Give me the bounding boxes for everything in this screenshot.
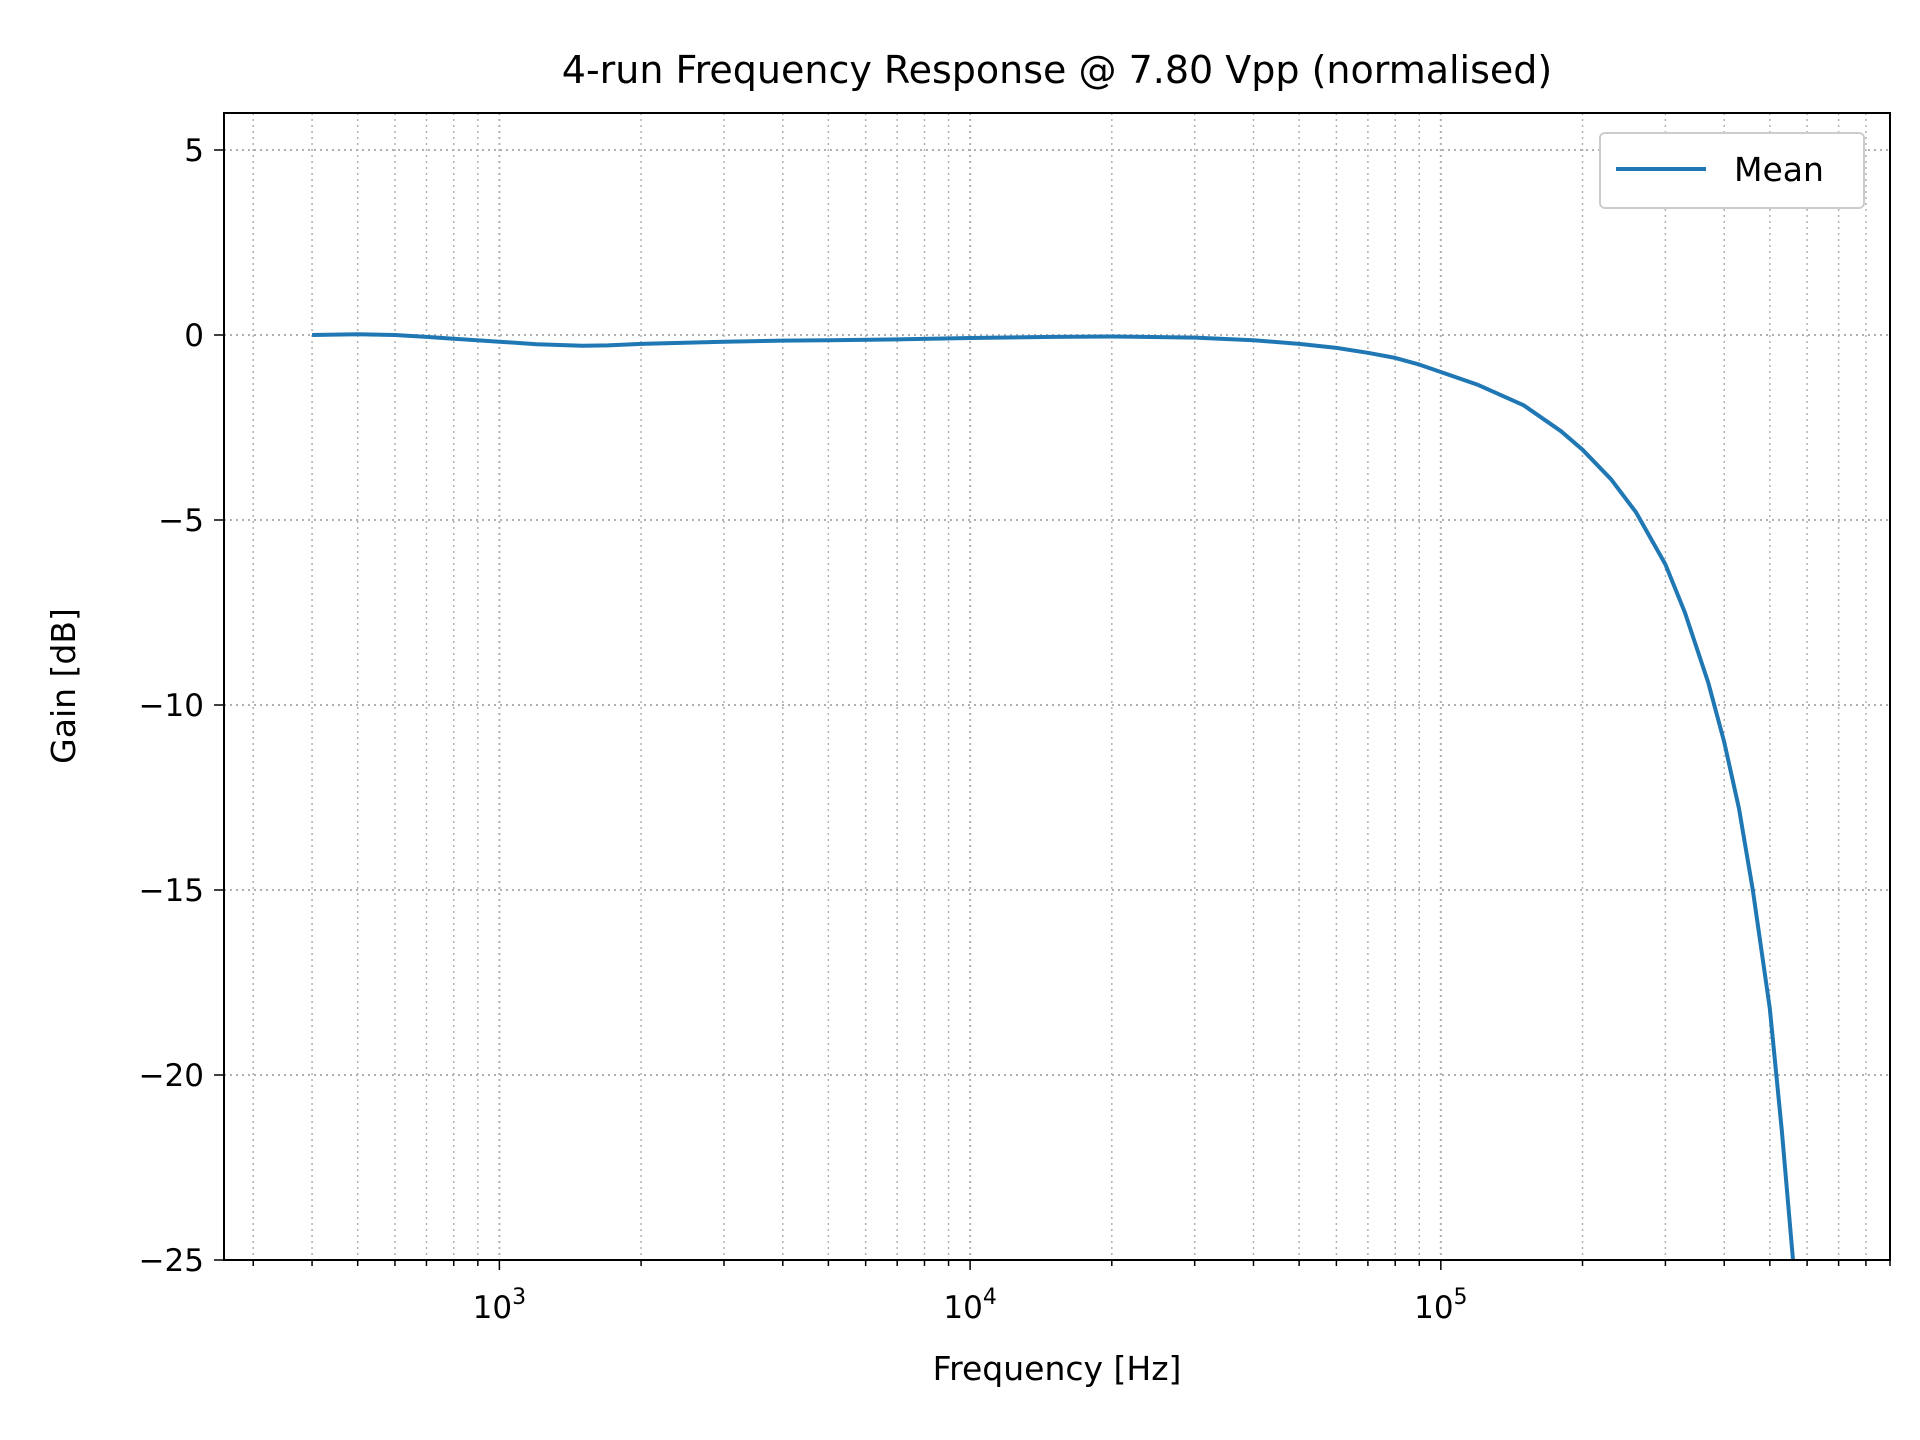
y-tick-label: −25 — [139, 1243, 204, 1279]
x-tick-label: 105 — [1414, 1285, 1467, 1326]
x-tick-label: 103 — [473, 1285, 526, 1326]
legend-label-mean: Mean — [1734, 150, 1824, 189]
y-tick-label: −5 — [158, 503, 204, 539]
legend: Mean — [1599, 132, 1865, 209]
x-tick-label: 104 — [943, 1285, 996, 1326]
x-axis-label: Frequency [Hz] — [933, 1349, 1182, 1388]
plot-area — [312, 332, 1795, 1261]
series-line-mean — [312, 332, 1795, 1261]
y-tick-label: −15 — [139, 873, 204, 909]
chart-title: 4-run Frequency Response @ 7.80 Vpp (nor… — [562, 48, 1552, 92]
grid-lines — [224, 113, 1891, 1261]
y-tick-label: 0 — [184, 318, 204, 354]
legend-box — [1599, 132, 1865, 209]
y-tick-label: −20 — [139, 1058, 204, 1094]
x-axis-ticks: 103 104 105 — [252, 1260, 1891, 1326]
y-tick-label: −10 — [139, 688, 204, 724]
y-axis-label: Gain [dB] — [44, 608, 83, 764]
plot-frame — [223, 112, 1891, 1261]
y-axis-ticks: 5 0 −5 −10 −15 −20 −25 — [139, 133, 224, 1279]
y-tick-label: 5 — [184, 133, 204, 169]
